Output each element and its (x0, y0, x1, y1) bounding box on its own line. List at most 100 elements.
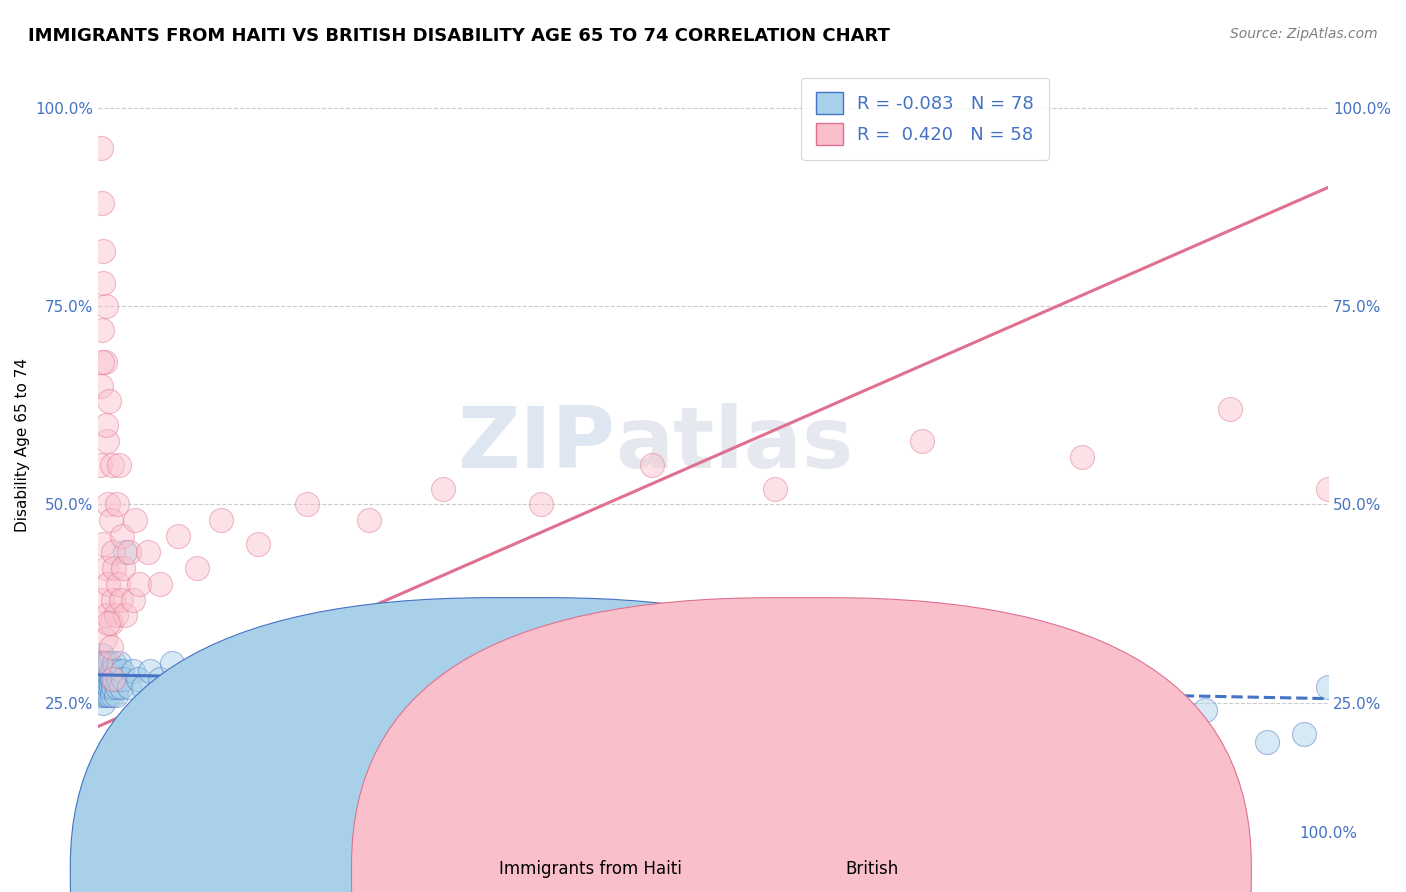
Point (103, 561, 125, 575)
Point (167, 529, 190, 543)
Point (101, 672, 124, 686)
Point (136, 545, 159, 559)
Point (91, 688, 114, 702)
Text: ZIP: ZIP (457, 403, 614, 486)
Point (1292, 727, 1315, 741)
Point (641, 759, 664, 773)
Point (100, 640, 122, 654)
Point (160, 656, 183, 670)
Point (105, 680, 128, 694)
Point (727, 704, 749, 718)
Point (128, 576, 150, 591)
Point (96, 688, 118, 702)
Point (96, 608, 118, 623)
Point (91, 323, 114, 337)
Point (204, 664, 226, 678)
Point (100, 664, 122, 678)
Point (89, 656, 111, 670)
Point (108, 656, 131, 670)
Point (100, 680, 122, 694)
Point (90, 378, 112, 392)
Point (100, 616, 122, 631)
Point (91, 672, 114, 686)
Point (101, 688, 124, 702)
Point (1095, 719, 1118, 733)
Point (91, 664, 114, 678)
Point (89, 680, 111, 694)
Text: British: British (845, 860, 898, 878)
Point (97, 680, 120, 694)
Point (911, 434, 934, 448)
Point (114, 545, 136, 559)
Point (616, 735, 638, 749)
Point (104, 608, 127, 623)
Point (98, 688, 121, 702)
Point (93, 672, 115, 686)
Point (107, 576, 129, 591)
Point (98, 656, 121, 670)
Point (456, 735, 478, 749)
Point (308, 719, 330, 733)
Point (91, 680, 114, 694)
Point (93, 656, 115, 670)
Point (121, 592, 143, 607)
Point (101, 680, 124, 694)
Point (91, 648, 114, 662)
Point (110, 680, 132, 694)
Text: atlas: atlas (614, 403, 853, 486)
Point (91, 355, 114, 369)
Point (101, 664, 124, 678)
Point (104, 688, 127, 702)
Point (124, 513, 146, 527)
Point (984, 711, 1007, 725)
Point (97, 664, 120, 678)
Point (90, 141, 112, 155)
Point (271, 743, 294, 757)
Point (91, 696, 114, 710)
Point (432, 711, 454, 725)
Point (1071, 450, 1094, 464)
Point (235, 672, 257, 686)
Point (517, 719, 540, 733)
Legend: R = -0.083   N = 78, R =  0.420   N = 58: R = -0.083 N = 78, R = 0.420 N = 58 (801, 78, 1049, 160)
Point (131, 680, 153, 694)
Point (90, 656, 112, 670)
Point (97, 616, 120, 631)
Point (96, 656, 118, 670)
Point (91, 537, 114, 551)
Point (101, 545, 124, 559)
Y-axis label: Disability Age 65 to 74: Disability Age 65 to 74 (15, 358, 30, 532)
Point (94, 418, 117, 433)
Text: Immigrants from Haiti: Immigrants from Haiti (499, 860, 682, 878)
Point (127, 672, 149, 686)
Point (89, 664, 111, 678)
Point (96, 434, 118, 448)
Text: Source: ZipAtlas.com: Source: ZipAtlas.com (1230, 27, 1378, 41)
Point (89, 458, 111, 472)
Point (186, 774, 208, 789)
Point (432, 482, 454, 496)
Point (93, 632, 115, 647)
Point (103, 672, 125, 686)
Point (93, 355, 115, 369)
Point (91, 276, 114, 290)
Point (91, 656, 114, 670)
Point (94, 664, 117, 678)
Point (107, 672, 129, 686)
Point (111, 664, 134, 678)
Point (297, 498, 319, 512)
Point (93, 664, 115, 678)
Point (149, 672, 172, 686)
Point (139, 664, 162, 678)
Point (94, 299, 117, 313)
Point (105, 498, 128, 512)
Text: IMMIGRANTS FROM HAITI VS BRITISH DISABILITY AGE 65 TO 74 CORRELATION CHART: IMMIGRANTS FROM HAITI VS BRITISH DISABIL… (28, 27, 890, 45)
Point (1256, 735, 1278, 749)
Point (91, 592, 114, 607)
Point (180, 680, 202, 694)
Point (247, 537, 270, 551)
Point (103, 656, 125, 670)
Point (1219, 402, 1241, 417)
Point (100, 513, 122, 527)
Point (96, 672, 118, 686)
